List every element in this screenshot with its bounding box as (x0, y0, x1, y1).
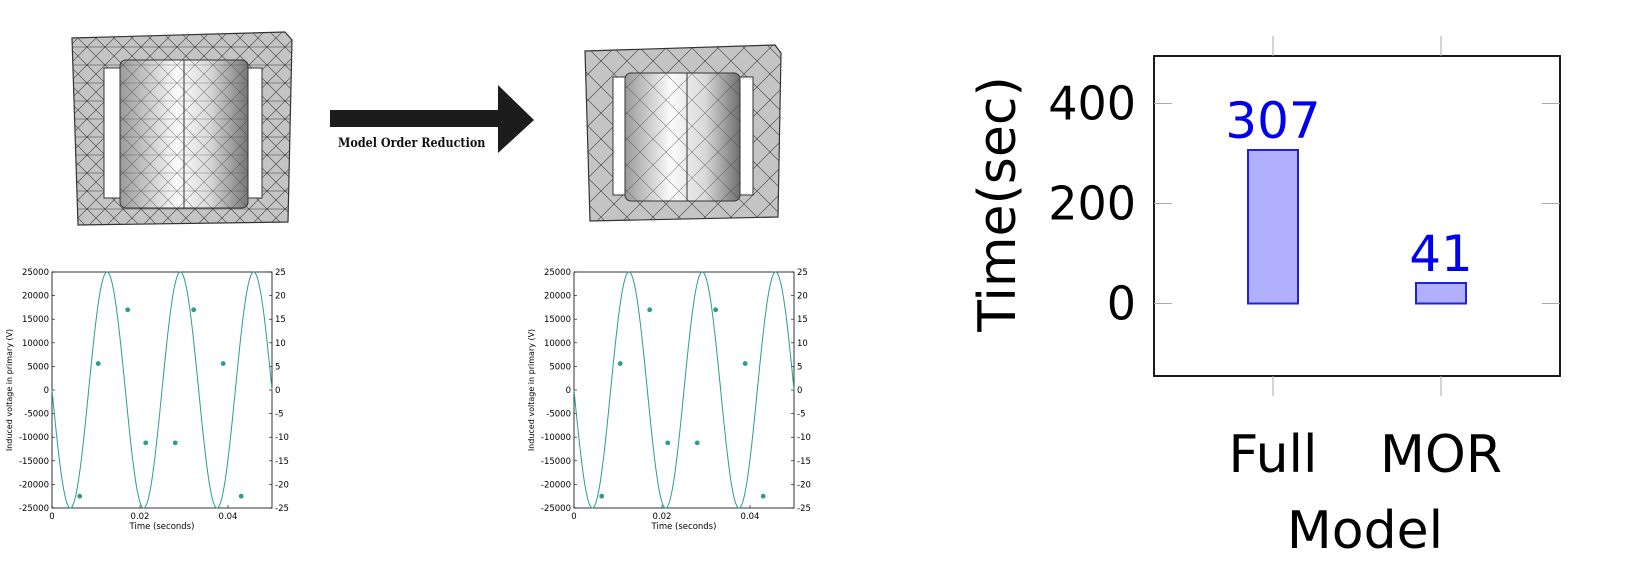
y-axis-label: Induced voltage in primary (V) (5, 329, 14, 451)
y-tick-label: 400 (1048, 77, 1136, 131)
y-tick-label: -25000 (541, 504, 571, 514)
data-point-marker (713, 307, 719, 313)
bar-value-label: 41 (1409, 225, 1473, 283)
y2-tick-label: 25 (275, 268, 286, 278)
y2-tick-label: 15 (275, 315, 286, 325)
y2-tick-label: 5 (797, 362, 802, 372)
y2-tick-label: 5 (275, 362, 280, 372)
y-tick-label: 10000 (544, 339, 571, 349)
data-point-marker (742, 361, 748, 366)
data-point-marker (760, 493, 766, 499)
data-point-marker (599, 493, 605, 499)
data-point-marker (77, 493, 83, 499)
voltage-series-line (573, 271, 795, 509)
y2-tick-label: 20 (275, 292, 286, 302)
data-point-marker (694, 440, 700, 446)
x-tick-label: Full (1229, 425, 1318, 485)
data-point-marker (172, 440, 178, 446)
y-tick-label: 5000 (549, 362, 571, 372)
data-point-marker (143, 440, 149, 446)
y-tick-label: -20000 (19, 480, 49, 490)
y2-tick-label: 10 (797, 339, 808, 349)
y-tick-label: -25000 (19, 504, 49, 514)
y2-tick-label: -10 (797, 433, 811, 443)
y-tick-label: 15000 (544, 315, 571, 325)
data-point-marker (647, 307, 653, 313)
data-point-marker (665, 440, 671, 446)
y-tick-label: 15000 (22, 315, 49, 325)
data-point-marker (238, 493, 244, 499)
y2-tick-label: 10 (275, 339, 286, 349)
y-tick-label: 20000 (22, 292, 49, 302)
y-axis-label: Time(sec) (968, 76, 1028, 333)
bar-chart-frame (1153, 55, 1561, 377)
bar-full (1247, 149, 1299, 305)
y2-tick-label: -10 (275, 433, 289, 443)
y-tick-label: 200 (1048, 177, 1136, 231)
x-axis-label: Time (seconds) (129, 522, 195, 532)
y-tick-label: 0 (1107, 277, 1136, 331)
y-tick-label: 0 (566, 386, 571, 396)
voltage-plot-full: 25000 25 20000 20 15000 15 10000 10 5000 5 0 0 -5000… (5, 268, 289, 532)
y2-tick-label: 15 (797, 315, 808, 325)
y-tick-label: -5000 (546, 410, 571, 420)
y-tick-label: 5000 (27, 362, 49, 372)
y-tick-label: 10000 (22, 339, 49, 349)
mor-model-mesh (584, 44, 782, 222)
y-axis-label: Induced voltage in primary (V) (527, 329, 536, 451)
y2-tick-label: -15 (275, 457, 289, 467)
y-tick-label: -5000 (24, 410, 49, 420)
y-tick-label: -10000 (541, 433, 571, 443)
arrow-icon (330, 85, 534, 153)
y-tick-label: -15000 (541, 457, 571, 467)
data-point-marker (220, 361, 226, 366)
y2-tick-label: -20 (275, 480, 289, 490)
y2-tick-label: -25 (275, 504, 289, 514)
y-tick-label: 25000 (544, 268, 571, 278)
data-point-marker (125, 307, 131, 313)
y-tick-label: 25000 (22, 268, 49, 278)
voltage-plot-mor: 25000 25 20000 20 15000 15 10000 10 5000 5 0 0 -5000… (527, 268, 811, 532)
y-tick-label: -20000 (541, 480, 571, 490)
arrow-label: Model Order Reduction (338, 136, 486, 151)
y2-tick-label: -15 (797, 457, 811, 467)
y2-tick-label: -25 (797, 504, 811, 514)
x-tick-label: 0 (49, 512, 54, 522)
bar-mor (1415, 282, 1467, 305)
time-bar-chart: 400 200 0 307 Full 41 MOR Model Time(sec) (968, 36, 1561, 561)
x-axis-label: Time (seconds) (651, 522, 717, 532)
y2-tick-label: 0 (275, 386, 280, 396)
y2-tick-label: 20 (797, 292, 808, 302)
x-tick-label: 0 (571, 512, 576, 522)
y2-tick-label: -5 (797, 410, 805, 420)
x-tick-label: 0.02 (653, 512, 672, 522)
x-tick-label: 0.02 (131, 512, 150, 522)
y-tick-label: 20000 (544, 292, 571, 302)
data-point-marker (191, 307, 197, 313)
y2-tick-label: -20 (797, 480, 811, 490)
x-axis-label: Model (1287, 501, 1443, 561)
data-point-marker (617, 361, 623, 366)
x-tick-label: 0.04 (741, 512, 760, 522)
bar-value-label: 307 (1225, 92, 1320, 150)
y2-tick-label: 25 (797, 268, 808, 278)
y2-tick-label: -5 (275, 410, 283, 420)
full-model-mesh (71, 31, 293, 226)
voltage-series-line (51, 271, 273, 509)
y-tick-label: -15000 (19, 457, 49, 467)
y-tick-label: -10000 (19, 433, 49, 443)
x-tick-label: MOR (1380, 425, 1502, 485)
y2-tick-label: 0 (797, 386, 802, 396)
x-tick-label: 0.04 (219, 512, 238, 522)
data-point-marker (95, 361, 101, 366)
y-tick-label: 0 (44, 386, 49, 396)
